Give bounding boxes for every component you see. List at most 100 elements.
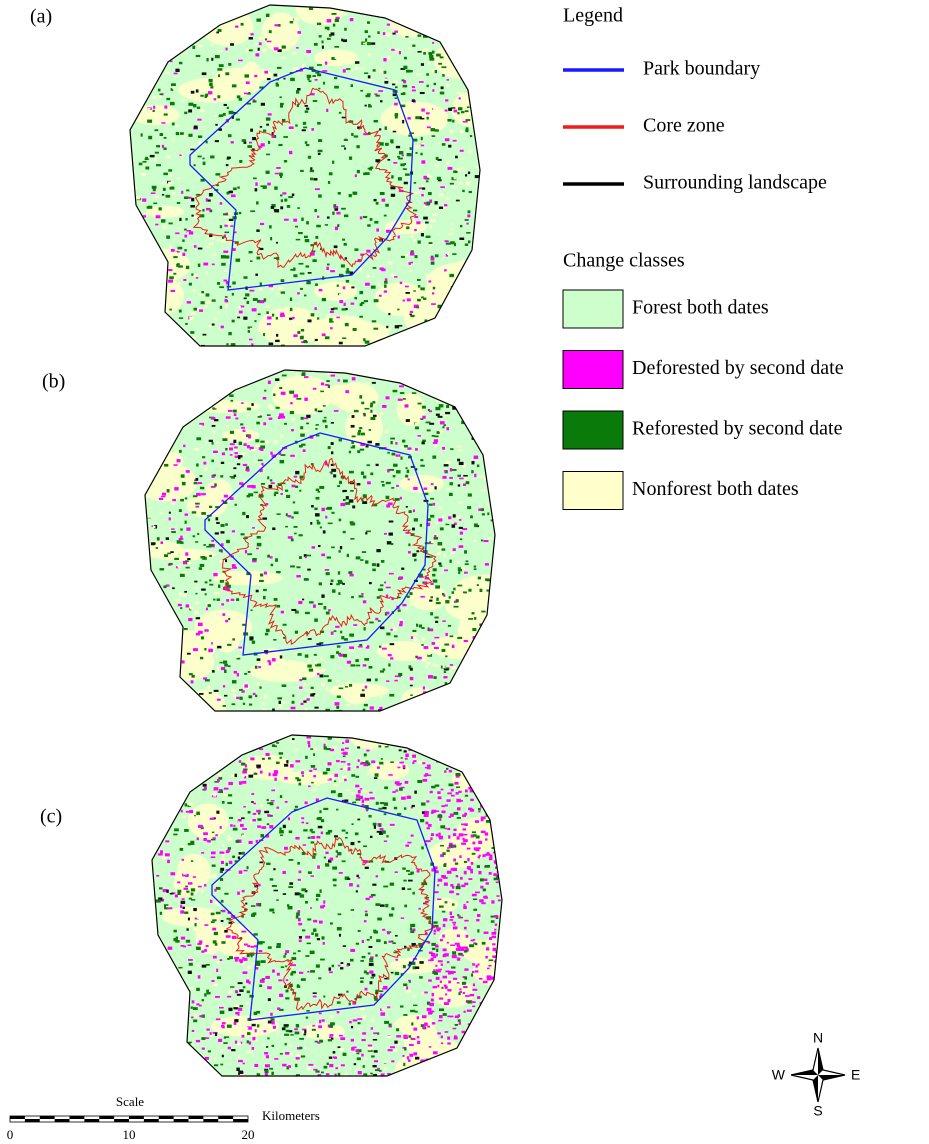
pixel [438,416,443,418]
pixel [439,207,443,209]
pixel [452,951,456,954]
pixel [211,828,214,831]
pixel [427,208,429,210]
pixel [206,246,210,248]
pixel [266,1046,268,1048]
pixel [303,829,307,831]
pixel [196,89,199,92]
pixel [474,568,477,570]
pixel [405,173,410,175]
pixel [325,336,330,339]
pixel [421,143,424,145]
pixel [190,331,194,334]
pixel [420,524,422,527]
pixel [279,752,283,754]
pixel [364,920,366,922]
pixel [432,642,435,645]
pixel [465,563,469,565]
pixel [400,621,403,624]
pixel [464,871,467,874]
pixel [267,316,271,319]
pixel [463,591,467,593]
pixel [185,560,189,562]
pixel [184,249,186,251]
pixel [248,771,253,774]
pixel [395,648,398,651]
pixel [386,326,388,328]
pixel [191,198,194,201]
pixel [318,826,323,829]
pixel [220,225,222,228]
pixel [321,738,323,741]
pixel [467,858,469,861]
pixel [449,477,453,479]
pixel [239,311,243,314]
pixel [203,162,206,165]
pixel [362,689,365,691]
pixel [202,965,207,968]
pixel [315,933,318,936]
pixel [452,265,455,267]
pixel [321,554,325,557]
pixel [239,689,243,691]
pixel [428,52,432,55]
pixel [183,907,185,909]
pixel [451,966,455,968]
pixel [280,757,282,759]
pixel [251,343,253,345]
pixel [404,57,407,60]
pixel [401,787,405,789]
pixel [300,336,304,339]
pixel [257,658,261,661]
pixel [345,323,349,326]
pixel [435,444,437,447]
pixel [181,901,186,904]
pixel [344,28,347,31]
pixel [415,192,419,194]
pixel [301,771,304,774]
scale-segment [189,1116,204,1119]
pixel [363,1073,367,1075]
pixel [395,115,398,118]
pixel [153,186,156,189]
pixel [341,749,344,751]
pixel [231,599,234,601]
pixel [496,895,499,897]
pixel [432,455,436,458]
pixel [307,918,311,920]
pixel [224,695,227,697]
pixel [412,45,415,47]
pixel [266,1055,269,1058]
pixel [364,300,368,302]
pixel [448,981,451,984]
pixel [160,133,163,136]
pixel [193,876,196,878]
pixel [260,441,264,443]
pixel [306,423,309,425]
pixel [454,1035,457,1037]
pixel [353,1019,358,1021]
pixel [472,853,476,855]
pixel [202,456,205,458]
pixel [430,498,434,500]
pixel [168,169,172,171]
pixel [357,483,361,485]
pixel [231,774,234,777]
pixel [429,1046,432,1048]
pixel [317,520,319,522]
pixel [280,795,282,798]
pixel [264,1052,268,1054]
pixel [358,790,361,793]
pixel [175,599,180,601]
pixel [424,1023,428,1026]
pixel [295,471,299,474]
pixel [191,273,193,275]
pixel [196,463,199,466]
pixel [153,106,155,109]
pixel [423,686,425,689]
pixel [449,770,452,773]
pixel [277,1007,280,1010]
pixel [403,983,407,986]
pixel [141,173,146,176]
pixel [234,39,236,41]
